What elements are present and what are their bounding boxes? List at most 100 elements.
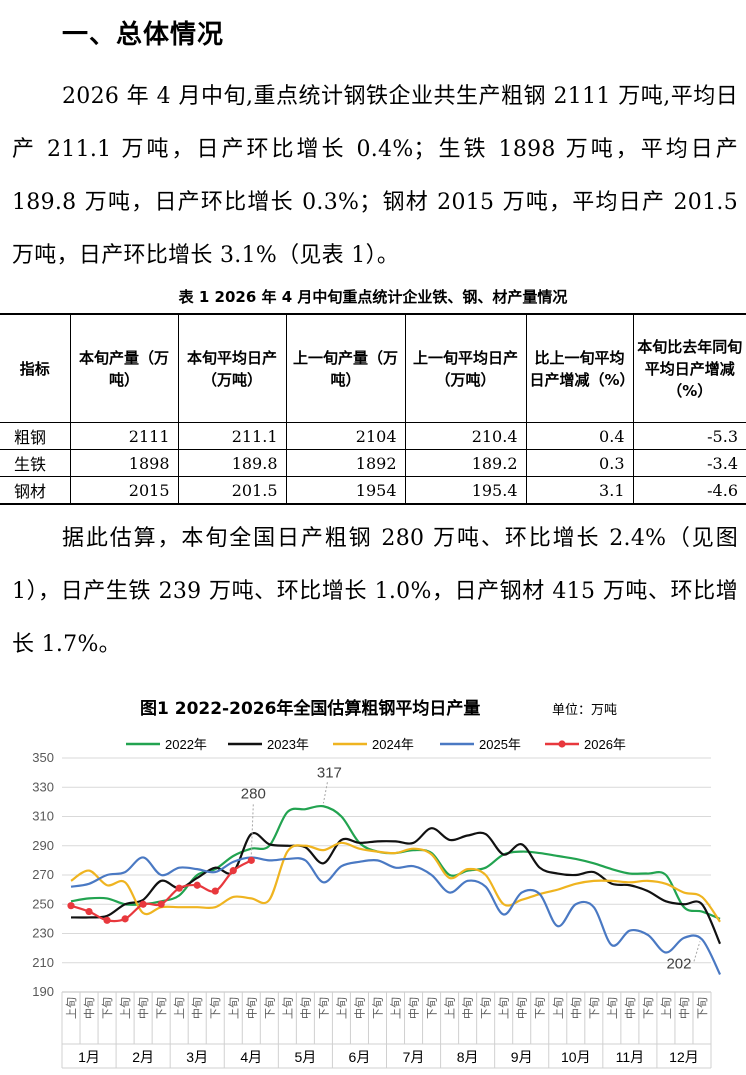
annotation-label: 202 <box>666 955 691 972</box>
header-previous-output: 上一旬产量（万吨） <box>285 313 406 423</box>
x-tick-label: 中旬 <box>137 997 150 1019</box>
x-tick-label: 上旬 <box>660 997 673 1019</box>
table-cell: 189.2 <box>404 449 527 477</box>
x-tick-label: 下旬 <box>155 997 168 1019</box>
x-tick-label: 中旬 <box>516 997 529 1019</box>
data-point-2026年 <box>157 900 165 908</box>
x-tick-label: 上旬 <box>552 997 565 1019</box>
table-cell: 211.1 <box>177 422 287 450</box>
month-label: 5月 <box>294 1049 316 1065</box>
table-row: 生铁 1898 189.8 1892 189.2 0.3 -3.4 <box>0 449 746 477</box>
x-tick-label: 中旬 <box>191 997 204 1019</box>
series-line-2026年 <box>70 859 252 923</box>
y-tick-label: 250 <box>32 896 54 911</box>
chart-title: 图1 2022-2026年全国估算粗钢平均日产量 <box>140 698 480 719</box>
table-cell: 201.5 <box>177 476 287 505</box>
chart-annotations: 280 317 202 <box>241 764 701 972</box>
table-cell: 189.8 <box>177 449 287 477</box>
summary-paragraph: 2026 年 4 月中旬,重点统计钢铁企业共生产粗钢 2111 万吨,平均日产 … <box>12 84 738 268</box>
legend-marker <box>558 740 566 748</box>
legend-label: 2023年 <box>267 737 309 752</box>
x-tick-label: 上旬 <box>281 997 294 1019</box>
annotation-leader <box>250 804 254 855</box>
table-cell: 生铁 <box>0 449 71 477</box>
daily-output-chart: 图1 2022-2026年全国估算粗钢平均日产量 单位：万吨 190 210 230… <box>32 698 722 1069</box>
table-cell: 195.4 <box>404 476 527 505</box>
data-point-2026年 <box>247 856 255 864</box>
x-tick-label: 上旬 <box>390 997 403 1019</box>
table-cell: -4.6 <box>632 476 746 505</box>
x-tick-label: 上旬 <box>444 997 457 1019</box>
table-header-row: 指标 本旬产量（万吨） 本旬平均日产（万吨） 上一旬产量（万吨） 上一旬平均日产… <box>0 313 746 423</box>
x-tick-label: 中旬 <box>353 997 366 1019</box>
estimate-paragraph: 据此估算，本旬全国日产粗钢 280 万吨、环比增长 2.4%（见图 1），日产生… <box>12 526 738 657</box>
month-label: 12月 <box>669 1049 699 1065</box>
x-tick-label: 上旬 <box>119 997 132 1019</box>
table-cell: 1892 <box>285 449 406 477</box>
x-tick-label: 上旬 <box>173 997 186 1019</box>
table-cell: -3.4 <box>632 449 746 477</box>
x-tick-label: 中旬 <box>245 997 258 1019</box>
x-tick-label: 下旬 <box>480 997 493 1019</box>
table-cell: 粗钢 <box>0 422 71 450</box>
x-tick-label: 中旬 <box>408 997 421 1019</box>
legend-label: 2024年 <box>372 737 414 752</box>
x-tick-label: 下旬 <box>371 997 384 1019</box>
table-cell: 1898 <box>69 449 179 477</box>
x-tick-label: 下旬 <box>642 997 655 1019</box>
table-cell: 1954 <box>285 476 406 505</box>
x-tick-label: 上旬 <box>606 997 619 1019</box>
x-tick-label: 下旬 <box>101 997 114 1019</box>
table-row: 钢材 2015 201.5 1954 195.4 3.1 -4.6 <box>0 476 746 505</box>
annotation-leader <box>322 782 328 804</box>
annotation-leader <box>693 941 701 962</box>
data-point-2026年 <box>103 916 111 924</box>
legend-label: 2025年 <box>479 737 521 752</box>
header-current-daily: 本旬平均日产（万吨） <box>177 313 287 423</box>
table-cell: 2111 <box>69 422 179 450</box>
table-cell: 0.4 <box>525 422 634 450</box>
y-tick-label: 350 <box>32 750 54 765</box>
table-caption: 表 1 2026 年 4 月中旬重点统计企业铁、钢、材产量情况 <box>178 288 568 306</box>
y-tick-label: 190 <box>32 984 54 999</box>
chart-gridlines <box>62 757 711 993</box>
table-cell: 2104 <box>285 422 406 450</box>
table-cell: 钢材 <box>0 476 71 505</box>
table-cell: 0.3 <box>525 449 634 477</box>
header-previous-daily: 上一旬平均日产（万吨） <box>404 313 527 423</box>
x-tick-label: 下旬 <box>588 997 601 1019</box>
month-label: 9月 <box>511 1049 533 1065</box>
y-tick-label: 230 <box>32 926 54 941</box>
y-tick-label: 210 <box>32 955 54 970</box>
month-label: 2月 <box>132 1049 154 1065</box>
month-label: 7月 <box>403 1049 425 1065</box>
chart-unit: 单位：万吨 <box>552 703 617 718</box>
month-label: 10月 <box>561 1049 591 1065</box>
table-cell: -5.3 <box>632 422 746 450</box>
y-tick-label: 310 <box>32 809 54 824</box>
x-tick-label: 下旬 <box>696 997 709 1019</box>
data-point-2026年 <box>175 884 183 892</box>
production-table: 指标 本旬产量（万吨） 本旬平均日产（万吨） 上一旬产量（万吨） 上一旬平均日产… <box>0 313 746 505</box>
data-point-2026年 <box>211 887 219 895</box>
legend-label: 2022年 <box>165 737 207 752</box>
x-tick-label: 上旬 <box>65 997 78 1019</box>
x-tick-label: 上旬 <box>227 997 240 1019</box>
header-change-vs-last-year: 本旬比去年同旬平均日产增减（%） <box>632 313 746 423</box>
data-point-2026年 <box>193 881 201 889</box>
series-line-2025年 <box>70 856 721 975</box>
x-tick-label: 下旬 <box>317 997 330 1019</box>
data-point-2026年 <box>121 915 129 923</box>
month-label: 11月 <box>616 1049 645 1065</box>
month-label: 4月 <box>240 1049 262 1065</box>
y-tick-label: 290 <box>32 838 54 853</box>
annotation-label: 317 <box>317 764 342 781</box>
y-tick-label: 270 <box>32 867 54 882</box>
legend-label: 2026年 <box>584 737 626 752</box>
table-cell: 2015 <box>69 476 179 505</box>
x-tick-label: 中旬 <box>624 997 637 1019</box>
x-tick-label: 中旬 <box>83 997 96 1019</box>
y-tick-label: 330 <box>32 779 54 794</box>
table-row: 粗钢 2111 211.1 2104 210.4 0.4 -5.3 <box>0 422 746 450</box>
series-line-2024年 <box>70 841 721 923</box>
